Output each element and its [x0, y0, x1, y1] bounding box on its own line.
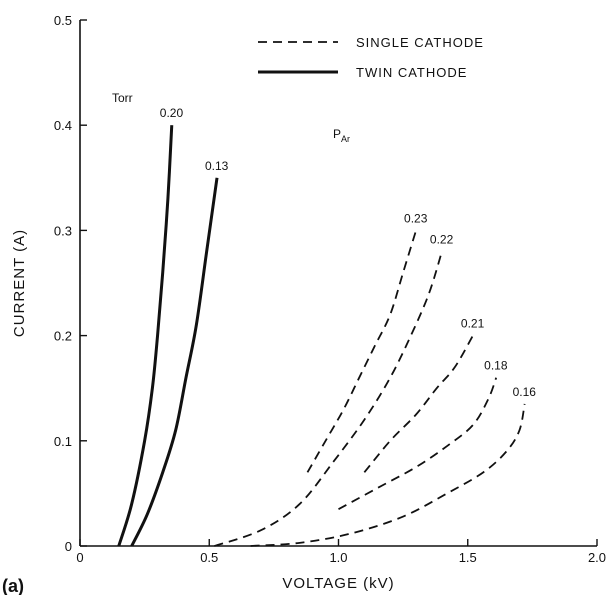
curve-label-0-22: 0.22 — [430, 232, 454, 246]
panel-label: (a) — [2, 576, 24, 595]
curve-label-0-16: 0.16 — [513, 385, 537, 399]
curve-label-0-18: 0.18 — [484, 359, 508, 373]
y-tick-label-2: 0.2 — [54, 329, 72, 344]
curve-0-21 — [363, 335, 474, 473]
x-axis-title: VOLTAGE (kV) — [282, 575, 394, 592]
curve-0-23 — [306, 230, 417, 473]
y-tick-label-5: 0.5 — [54, 13, 72, 28]
y-tick-label-3: 0.3 — [54, 223, 72, 238]
legend-label-twin-cathode: TWIN CATHODE — [356, 65, 467, 80]
x-tick-label-1: 0.5 — [200, 550, 218, 565]
ticks: 0 0.5 1.0 1.5 2.0 0 0.1 0.2 0.3 0.4 0.5 — [54, 13, 606, 565]
curve-0-18 — [338, 377, 498, 510]
curve-0-22 — [214, 251, 443, 547]
unit-annotation: Torr — [112, 91, 133, 105]
curve-label-0-20: 0.20 — [160, 106, 184, 120]
pressure-annotation: PAr — [333, 127, 350, 144]
x-tick-label-4: 2.0 — [588, 550, 606, 565]
pressure-subscript: Ar — [341, 134, 350, 144]
legend: SINGLE CATHODE TWIN CATHODE — [258, 35, 484, 80]
curve-0-16 — [250, 403, 526, 547]
y-tick-label-1: 0.1 — [54, 434, 72, 449]
curves — [117, 125, 526, 547]
legend-label-single-cathode: SINGLE CATHODE — [356, 35, 484, 50]
x-tick-label-3: 1.5 — [459, 550, 477, 565]
curve-0-20 — [117, 125, 174, 547]
y-tick-label-0: 0 — [65, 539, 72, 554]
curve-0-13 — [130, 177, 219, 547]
curve-label-0-23: 0.23 — [404, 211, 428, 225]
curve-labels: 0.20 0.13 0.230.22 0.21 0.18 0.16 — [160, 106, 537, 399]
x-tick-label-0: 0 — [76, 550, 83, 565]
pressure-symbol: P — [333, 127, 341, 141]
curve-label-0-21: 0.21 — [461, 317, 485, 331]
y-tick-label-4: 0.4 — [54, 118, 72, 133]
axes — [79, 20, 597, 547]
x-tick-label-2: 1.0 — [329, 550, 347, 565]
y-axis-title: CURRENT (A) — [11, 229, 28, 337]
curve-label-0-13: 0.13 — [205, 159, 229, 173]
